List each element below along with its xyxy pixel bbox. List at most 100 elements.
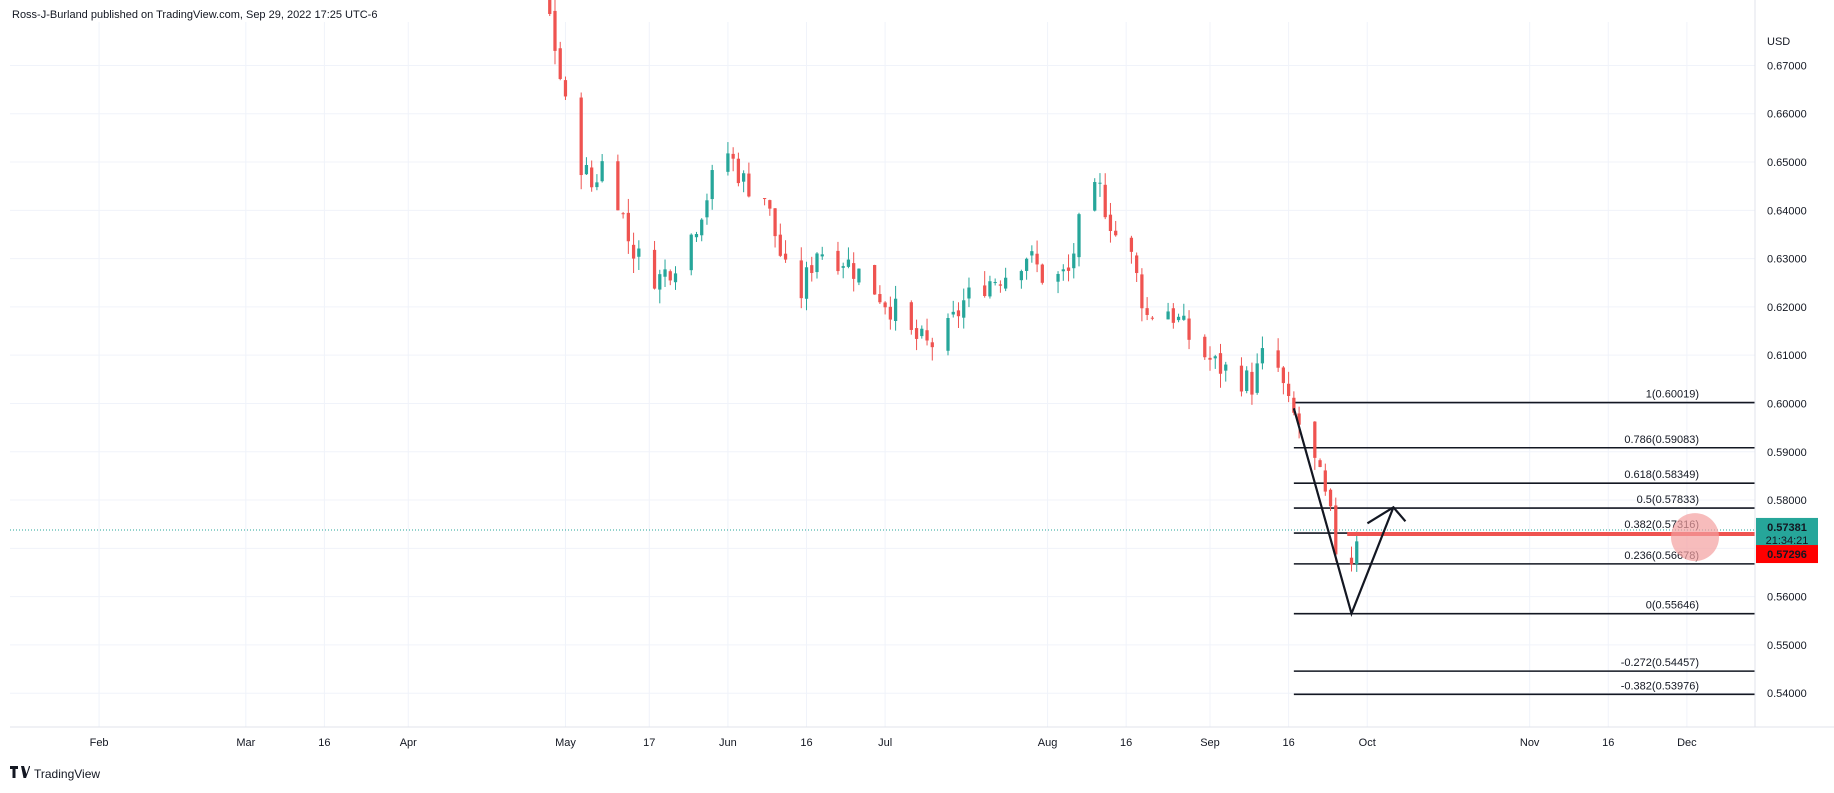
candle-down <box>1171 308 1175 323</box>
candle-down <box>1187 318 1191 340</box>
candle-up <box>841 266 845 268</box>
y-tick-label: 0.62000 <box>1767 302 1807 314</box>
candle-up <box>1213 356 1217 359</box>
candle-down <box>1140 274 1144 309</box>
candle-up <box>1061 269 1065 272</box>
candle-down <box>778 234 782 256</box>
candle-down <box>652 249 657 289</box>
candle-up <box>689 234 693 271</box>
price-axis[interactable]: 0.67000 0.66000 0.65000 0.64000 0.63000 0.620… <box>1754 0 1818 727</box>
fib-level-label: -0.382(0.53976) <box>1621 680 1699 692</box>
candle-down <box>731 153 735 159</box>
x-tick-label: Sep <box>1200 737 1220 749</box>
y-tick-label: 0.63000 <box>1767 254 1807 266</box>
x-tick-label: Nov <box>1520 737 1540 749</box>
x-tick-label: 16 <box>800 737 812 749</box>
candle-up <box>637 248 641 257</box>
candle-up <box>804 267 809 299</box>
x-tick-label: Apr <box>400 737 417 749</box>
candle-down <box>1349 557 1354 565</box>
x-tick-label: Jun <box>719 737 737 749</box>
highlight-marker <box>1671 513 1719 562</box>
x-tick-label: Jul <box>878 737 892 749</box>
candlesticks <box>548 0 1359 572</box>
y-tick-label: 0.59000 <box>1767 447 1807 459</box>
fibonacci-retracement[interactable]: 1(0.60019) 0.786(0.59083) 0.618(0.58349) 0.… <box>1293 389 1755 696</box>
candle-up <box>815 253 819 273</box>
candle-down <box>956 310 961 317</box>
candle-up <box>1093 182 1097 211</box>
candle-down <box>1145 308 1149 315</box>
currency-label: USD <box>1767 36 1790 48</box>
tradingview-logo-icon <box>10 766 30 781</box>
x-tick-label: Aug <box>1038 737 1058 749</box>
candle-down <box>909 302 913 330</box>
y-tick-label: 0.61000 <box>1767 350 1807 362</box>
candle-up <box>1077 214 1081 258</box>
candle-down <box>1239 365 1244 392</box>
candle-down <box>799 260 803 299</box>
candle-down <box>873 265 877 295</box>
candle-up <box>663 269 667 277</box>
candle-down <box>631 244 636 259</box>
x-tick-label: 17 <box>643 737 655 749</box>
candle-down <box>1334 505 1338 555</box>
candle-down <box>888 306 892 320</box>
candle-down <box>783 253 788 260</box>
candle-up <box>673 273 678 283</box>
candle-down <box>626 212 630 242</box>
fib-level-label: 0(0.55646) <box>1646 600 1699 612</box>
candle-down <box>747 173 751 197</box>
candle-down <box>914 328 919 339</box>
candle-down <box>883 302 887 308</box>
candle-down <box>1313 421 1317 458</box>
candle-down <box>878 294 882 303</box>
candle-up <box>584 164 589 175</box>
candle-down <box>1218 353 1223 374</box>
candle-up <box>1098 182 1102 184</box>
candle-down <box>1135 255 1139 274</box>
x-tick-label: 16 <box>1602 737 1614 749</box>
y-tick-label: 0.64000 <box>1767 205 1807 217</box>
candle-up <box>1260 348 1265 364</box>
candle-down <box>762 198 767 200</box>
candle-up <box>600 161 604 182</box>
grid <box>10 22 1755 727</box>
candle-up <box>1030 251 1034 256</box>
candle-down <box>1040 264 1044 283</box>
candle-up <box>820 254 824 257</box>
candle-down <box>1035 253 1039 265</box>
y-tick-label: 0.54000 <box>1767 688 1807 700</box>
candle-up <box>1255 363 1259 393</box>
candle-up <box>1355 541 1359 565</box>
y-tick-label: 0.65000 <box>1767 157 1807 169</box>
candle-down <box>1328 489 1333 507</box>
candle-down <box>548 0 552 14</box>
candle-down <box>553 10 557 51</box>
candle-up <box>1176 316 1181 321</box>
publisher-header: Ross-J-Burland published on TradingView.… <box>12 9 378 21</box>
candle-down <box>983 285 987 296</box>
candle-up <box>920 328 924 337</box>
candle-down <box>579 97 583 176</box>
trend-path <box>1292 408 1395 617</box>
arrow-head-icon <box>1366 505 1407 525</box>
candle-up <box>846 259 851 267</box>
candle-down <box>1297 413 1301 425</box>
candle-down <box>1150 317 1154 319</box>
time-axis[interactable]: Feb Mar 16 Apr May 17 Jun 16 Jul Aug 16 Sep 16 Oct Nov… <box>10 726 1834 749</box>
candle-down <box>1129 237 1134 252</box>
candle-down <box>1292 397 1296 413</box>
y-tick-label: 0.66000 <box>1767 109 1807 121</box>
candle-down <box>1203 336 1207 358</box>
candle-down <box>836 250 840 272</box>
candle-down <box>998 284 1003 286</box>
candle-up <box>742 173 746 182</box>
candle-up <box>1224 364 1228 371</box>
fib-level-label: -0.272(0.54457) <box>1621 657 1699 669</box>
y-tick-label: 0.55000 <box>1767 640 1807 652</box>
footer-brand: TradingView <box>34 766 101 781</box>
candle-down <box>1066 267 1071 271</box>
last-price-badge <box>1756 517 1818 548</box>
